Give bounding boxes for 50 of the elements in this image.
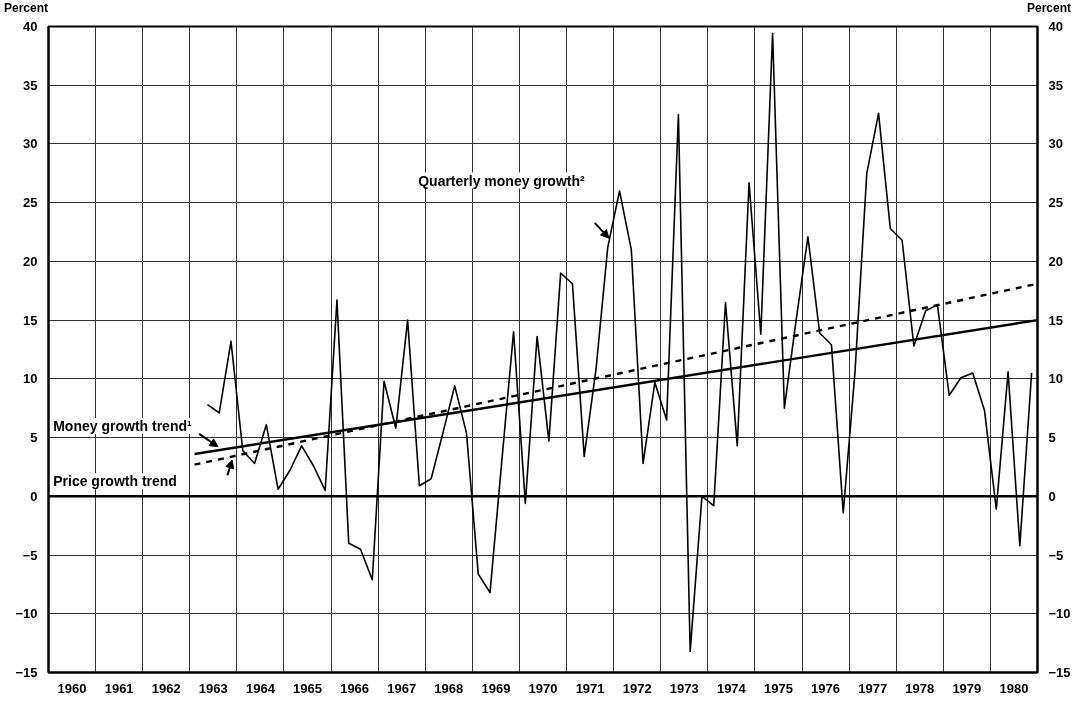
x-tick-label: 1976 [811, 680, 841, 696]
x-tick-label: 1974 [716, 680, 747, 696]
y2-tick-label: −15 [1048, 665, 1071, 680]
y-tick-label: 35 [23, 77, 38, 93]
series-label: Money growth trend¹ [53, 418, 192, 435]
x-tick-label: 1964 [245, 680, 276, 696]
series-label: Price growth trend [53, 473, 177, 490]
x-tick-label: 1961 [104, 680, 134, 696]
y-tick-label: 25 [23, 195, 38, 211]
y2-tick-label: 20 [1048, 253, 1063, 269]
x-tick-label: 1970 [528, 680, 558, 696]
y-tick-label: 0 [30, 488, 38, 504]
y-axis-title: Percent [4, 0, 49, 17]
y2-tick-label: 0 [1048, 488, 1056, 504]
y-tick-label: 20 [23, 253, 38, 269]
x-tick-label: 1973 [669, 680, 699, 696]
y2-tick-label: 10 [1048, 371, 1063, 387]
text: Quarterly money growth² [418, 172, 585, 189]
y-tick-label: 40 [23, 19, 38, 34]
x-tick-label: 1969 [481, 680, 511, 696]
y2-tick-label: 15 [1048, 312, 1063, 328]
y-tick-label: 5 [30, 430, 38, 446]
y-tick-label: 30 [23, 136, 38, 152]
x-tick-label: 1966 [340, 680, 370, 696]
x-tick-label: 1968 [434, 680, 464, 696]
x-tick-label: 1977 [858, 680, 888, 696]
y-tick-label: −10 [15, 606, 38, 622]
x-tick-label: 1962 [151, 680, 181, 696]
y2-tick-label: −5 [1048, 547, 1064, 563]
y2-tick-label: 30 [1048, 136, 1063, 152]
y2-axis-title: Percent [1026, 0, 1071, 17]
x-tick-label: 1972 [622, 680, 652, 696]
y-tick-label: 10 [23, 371, 38, 387]
x-tick-label: 1971 [575, 680, 605, 696]
x-tick-label: 1960 [57, 680, 87, 696]
y-tick-label: −15 [15, 665, 38, 680]
y2-tick-label: 40 [1048, 19, 1063, 34]
y-tick-label: −5 [22, 547, 38, 563]
x-tick-label: 1967 [387, 680, 417, 696]
x-tick-label: 1979 [952, 680, 982, 696]
x-tick-label: 1963 [198, 680, 228, 696]
y2-tick-label: 5 [1048, 430, 1056, 446]
x-tick-label: 1980 [999, 680, 1029, 696]
x-tick-label: 1975 [764, 680, 793, 696]
y2-tick-label: −10 [1048, 606, 1071, 622]
y-tick-label: 15 [23, 312, 38, 328]
y2-tick-label: 35 [1048, 77, 1063, 93]
y2-tick-label: 25 [1048, 195, 1063, 211]
x-tick-label: 1978 [905, 680, 935, 696]
x-tick-label: 1965 [293, 680, 322, 696]
